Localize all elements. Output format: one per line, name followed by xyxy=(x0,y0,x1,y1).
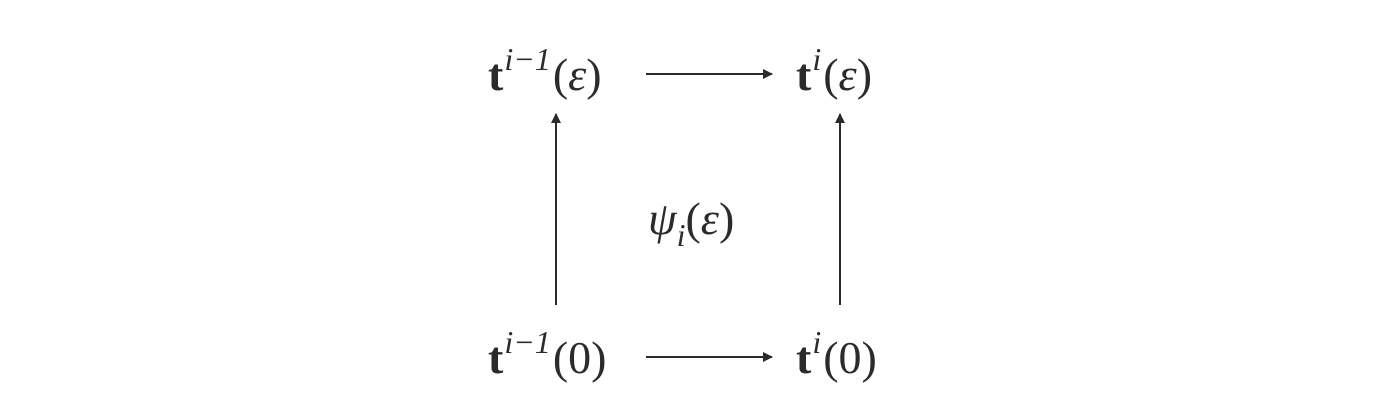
label-argument: (ε) xyxy=(685,193,735,244)
node-bottom-left: ti−1(0) xyxy=(488,326,607,383)
node-base: t xyxy=(796,49,812,100)
node-top-left: ti−1(ε) xyxy=(488,43,602,100)
label-symbol: ψ xyxy=(648,193,677,244)
center-label: ψi(ε) xyxy=(648,193,735,252)
node-argument: (0) xyxy=(823,332,877,383)
node-argument: (ε) xyxy=(823,49,873,100)
node-superscript: i−1 xyxy=(504,41,551,77)
node-argument: (ε) xyxy=(552,49,602,100)
node-superscript: i xyxy=(812,324,822,360)
node-base: t xyxy=(796,332,812,383)
node-argument: (0) xyxy=(552,332,607,383)
node-bottom-right: ti(0) xyxy=(796,326,877,383)
node-base: t xyxy=(488,49,504,100)
node-top-right: ti(ε) xyxy=(796,43,873,100)
node-base: t xyxy=(488,332,504,383)
node-superscript: i xyxy=(812,41,822,77)
label-subscript: i xyxy=(676,217,686,253)
node-superscript: i−1 xyxy=(504,324,551,360)
